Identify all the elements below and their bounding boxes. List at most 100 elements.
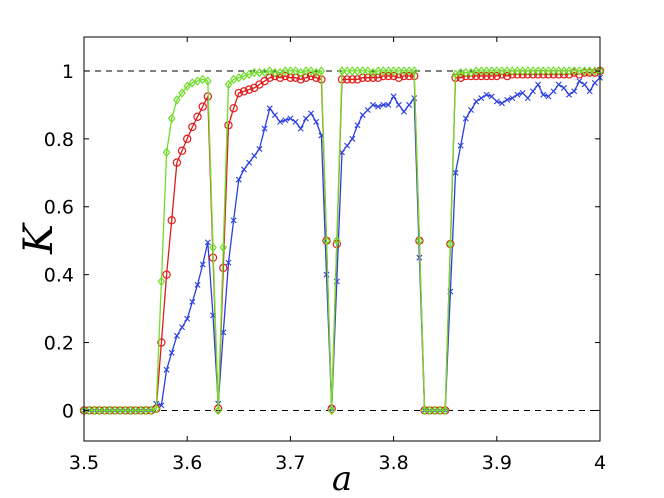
data-point (420, 405, 429, 416)
data-point (214, 405, 222, 416)
data-point (406, 101, 413, 108)
data-point (471, 71, 481, 81)
data-point (405, 66, 413, 76)
data-point (493, 98, 500, 105)
data-point (162, 147, 171, 158)
data-point (317, 66, 326, 76)
data-point (246, 159, 253, 166)
data-point (189, 298, 196, 305)
data-point (111, 405, 119, 416)
data-point (342, 75, 352, 84)
data-point (354, 122, 361, 129)
data-point (477, 66, 486, 76)
data-point (327, 405, 336, 416)
data-point (549, 66, 558, 76)
data-point (287, 115, 294, 122)
y-axis-label: K (16, 222, 62, 255)
data-point (374, 66, 382, 76)
data-point (353, 66, 362, 76)
data-point (281, 71, 290, 81)
data-point (157, 338, 166, 347)
data-point (312, 73, 321, 82)
data-point (375, 103, 382, 110)
data-point (121, 405, 130, 416)
data-point (282, 117, 289, 124)
data-point (85, 405, 93, 416)
data-point (198, 74, 207, 85)
data-point (363, 66, 372, 76)
data-point (199, 261, 206, 268)
tick-labels: 3.5 3.6 3.7 3.8 3.9 4 0 0.2 0.4 0.6 0.8 1 (44, 61, 606, 474)
data-point (473, 98, 480, 105)
data-point (333, 235, 341, 246)
data-point (539, 66, 548, 76)
data-point (163, 366, 170, 373)
data-point (529, 88, 536, 95)
data-point (177, 146, 187, 155)
data-point (498, 66, 506, 76)
series-layer (79, 66, 605, 416)
data-point (570, 66, 579, 76)
data-point (524, 95, 531, 102)
data-point (580, 66, 589, 76)
data-point (441, 405, 450, 416)
data-point (379, 66, 388, 76)
data-point (167, 113, 176, 124)
data-point (534, 66, 542, 76)
data-point (379, 71, 388, 81)
data-point (576, 78, 583, 85)
x-tick-label: 4 (594, 452, 606, 474)
y-tick-label: 0.2 (44, 333, 74, 355)
data-point (178, 88, 186, 98)
data-point (136, 405, 145, 416)
data-point (271, 112, 278, 119)
data-point (172, 158, 182, 167)
data-point (518, 66, 527, 76)
data-point (591, 66, 599, 76)
x-tick-label: 3.6 (172, 452, 202, 474)
data-point (256, 146, 263, 153)
data-point (400, 108, 407, 115)
data-point (591, 79, 598, 86)
data-point (508, 66, 517, 76)
data-point (344, 142, 351, 149)
data-point (411, 95, 418, 102)
data-point (266, 105, 273, 112)
data-point (162, 270, 171, 279)
data-point (513, 66, 522, 76)
data-point (235, 176, 242, 183)
data-point (230, 217, 237, 224)
data-point (297, 125, 304, 132)
data-point (234, 88, 243, 98)
data-point (468, 107, 474, 113)
data-point (358, 66, 367, 76)
data-point (183, 81, 192, 91)
data-point (179, 324, 186, 331)
data-point (456, 67, 465, 78)
data-point (194, 281, 201, 288)
data-point (560, 84, 567, 91)
data-point (313, 118, 320, 125)
data-point (308, 110, 315, 117)
x-tick-label: 3.8 (378, 452, 408, 474)
data-point (157, 276, 166, 287)
axis-ticks (83, 37, 601, 441)
data-point (487, 71, 496, 81)
data-point (560, 66, 568, 76)
data-point (173, 95, 181, 105)
data-point (193, 112, 202, 121)
data-point (168, 349, 175, 356)
data-point (456, 73, 465, 82)
data-point (482, 66, 491, 76)
y-tick-label: 0.4 (44, 265, 74, 287)
data-point (173, 332, 180, 339)
data-point (384, 66, 393, 76)
data-point (446, 239, 455, 249)
data-point (126, 405, 135, 416)
data-point (586, 88, 593, 95)
data-point (415, 235, 424, 246)
data-point (554, 66, 563, 76)
data-point (100, 405, 109, 416)
data-point (167, 216, 176, 225)
